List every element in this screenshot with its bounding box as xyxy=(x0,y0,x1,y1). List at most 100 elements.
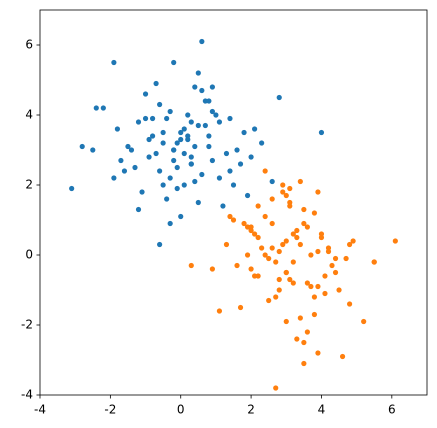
scatter-point xyxy=(237,304,244,311)
scatter-point xyxy=(167,108,173,115)
scatter-point xyxy=(178,213,184,220)
scatter-point xyxy=(153,150,159,157)
y-tick-label: -2 xyxy=(21,318,33,332)
scatter-point xyxy=(192,143,198,150)
scatter-point xyxy=(160,182,166,188)
scatter-point xyxy=(325,245,332,251)
scatter-point xyxy=(178,136,184,143)
scatter-point xyxy=(209,84,215,90)
scatter-point xyxy=(347,301,353,307)
scatter-point xyxy=(301,360,307,367)
scatter-point xyxy=(332,269,339,276)
scatter-point xyxy=(294,234,300,241)
scatter-point xyxy=(132,164,138,171)
scatter-point xyxy=(135,206,142,213)
scatter-point xyxy=(237,161,244,167)
scatter-point xyxy=(266,255,272,262)
scatter-point xyxy=(350,238,356,244)
scatter-point xyxy=(290,280,296,286)
scatter-point xyxy=(255,234,261,241)
scatter-point xyxy=(230,217,237,223)
scatter-point xyxy=(209,108,215,115)
scatter-point xyxy=(160,129,166,136)
scatter-point xyxy=(135,119,142,125)
scatter-point xyxy=(283,318,289,325)
scatter-point xyxy=(329,262,335,269)
scatter-point xyxy=(252,273,258,279)
scatter-point xyxy=(171,147,177,153)
scatter-point xyxy=(266,297,272,304)
scatter-point xyxy=(273,385,279,391)
scatter-point xyxy=(241,220,247,227)
scatter-point xyxy=(227,213,233,220)
scatter-point xyxy=(209,157,215,164)
scatter-point xyxy=(111,175,117,181)
scatter-point xyxy=(318,231,325,237)
scatter-point xyxy=(294,227,300,234)
scatter-point xyxy=(216,119,223,125)
scatter-point xyxy=(213,112,219,118)
scatter-point xyxy=(248,227,254,234)
scatter-point xyxy=(90,147,96,153)
x-tick-label: 6 xyxy=(388,403,396,417)
scatter-point xyxy=(287,203,293,209)
scatter-point xyxy=(199,171,205,178)
scatter-point xyxy=(276,94,282,101)
scatter-point xyxy=(297,315,303,321)
scatter-point xyxy=(280,241,286,248)
scatter-point xyxy=(311,294,318,300)
scatter-point xyxy=(259,245,265,251)
scatter-point xyxy=(308,252,314,258)
x-tick-label: 2 xyxy=(247,403,255,417)
scatter-point xyxy=(157,101,163,108)
scatter-point xyxy=(185,133,191,139)
scatter-point xyxy=(311,210,318,216)
scatter-point xyxy=(273,294,279,300)
scatter-point xyxy=(149,133,156,139)
scatter-point xyxy=(227,115,233,122)
scatter-point xyxy=(220,203,226,209)
scatter-point xyxy=(315,283,321,290)
scatter-point xyxy=(280,189,286,195)
scatter-point xyxy=(142,115,149,122)
scatter-point xyxy=(262,252,268,258)
scatter-point xyxy=(192,178,198,185)
scatter-point xyxy=(118,157,124,164)
scatter-point xyxy=(202,122,208,129)
scatter-point xyxy=(164,196,170,202)
scatter-point xyxy=(160,140,166,146)
scatter-point xyxy=(315,189,321,195)
scatter-point xyxy=(227,168,233,174)
scatter-point xyxy=(125,143,131,150)
scatter-point xyxy=(199,87,205,94)
scatter-point xyxy=(206,133,212,139)
scatter-point xyxy=(297,178,303,185)
scatter-point xyxy=(361,318,367,325)
scatter-point xyxy=(259,140,265,146)
scatter-point xyxy=(199,38,205,45)
scatter-point xyxy=(371,259,377,265)
scatter-point xyxy=(167,220,173,227)
scatter-point xyxy=(276,276,282,283)
scatter-point xyxy=(304,329,310,335)
scatter-point xyxy=(223,150,230,157)
scatter-point xyxy=(252,231,258,237)
scatter-point xyxy=(262,213,268,220)
scatter-point xyxy=(332,255,339,262)
y-tick-label: -4 xyxy=(21,388,33,402)
scatter-point xyxy=(392,238,398,244)
scatter-point xyxy=(244,252,251,258)
scatter-point xyxy=(216,308,223,314)
scatter-point xyxy=(188,262,194,269)
scatter-point xyxy=(79,143,85,150)
scatter-point xyxy=(181,126,187,132)
scatter-point xyxy=(244,192,251,199)
scatter-point xyxy=(294,336,300,342)
scatter-point xyxy=(280,182,286,188)
scatter-point xyxy=(290,259,296,265)
scatter-point xyxy=(153,80,159,87)
scatter-point xyxy=(195,199,201,206)
scatter-point xyxy=(234,147,240,153)
scatter-point xyxy=(206,143,212,150)
